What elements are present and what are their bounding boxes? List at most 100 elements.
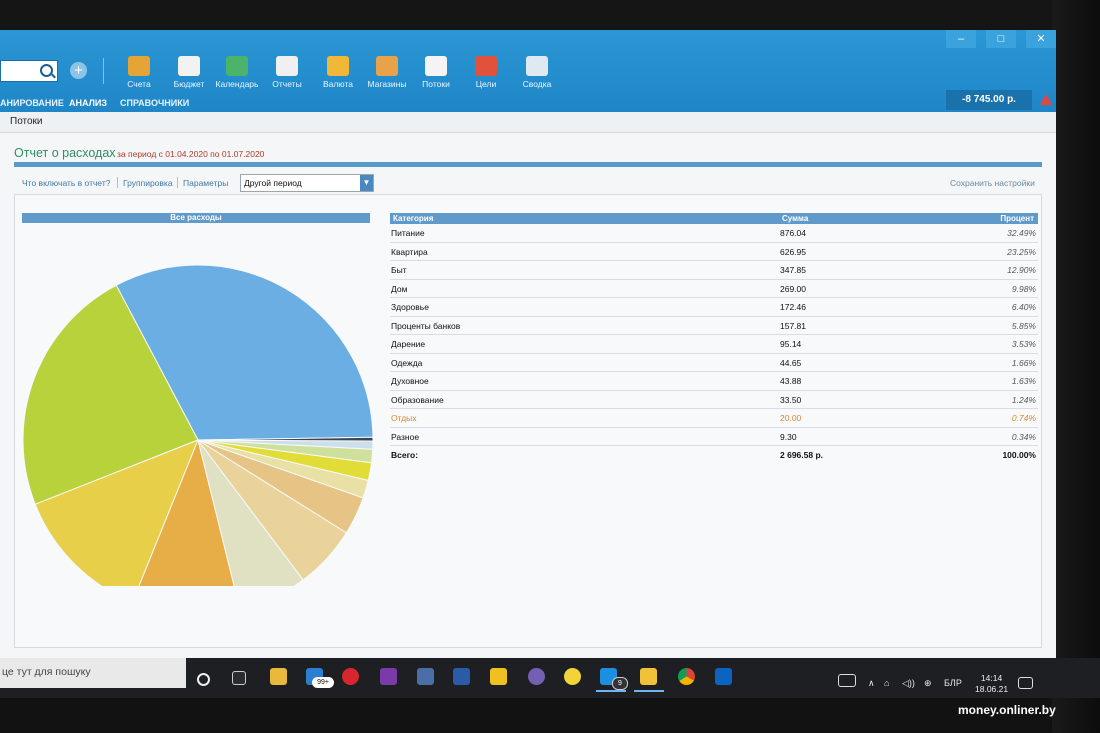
row-percent: 1.63% (1011, 376, 1036, 386)
table-row[interactable]: Здоровье 172.46 6.40% (390, 298, 1038, 317)
subtab-flows[interactable]: Потоки (10, 116, 43, 127)
search-input[interactable] (0, 60, 58, 82)
taskbar-search-placeholder: це тут для пошуку (2, 666, 91, 678)
file-explorer-icon[interactable] (270, 668, 287, 685)
app-header: – □ ✕ + Счета Бюджет Календарь Отчеты Валюта… (0, 30, 1056, 112)
toolbar-button-label: Потоки (422, 79, 450, 89)
toolbar-button[interactable]: Календарь (210, 56, 264, 89)
menu-planning[interactable]: АНИРОВАНИЕ (0, 98, 64, 108)
chrome-icon[interactable] (678, 668, 695, 685)
summary-icon (526, 56, 548, 76)
save-app-icon[interactable] (417, 668, 434, 685)
onec-icon[interactable] (564, 668, 581, 685)
table-row[interactable]: Проценты банков 157.81 5.85% (390, 317, 1038, 335)
menu-analysis[interactable]: АНАЛИЗ (69, 98, 108, 108)
table-row[interactable]: Духовное 43.88 1.63% (390, 372, 1038, 391)
chevron-down-icon[interactable]: ▼ (360, 175, 373, 191)
row-percent: 6.40% (1011, 302, 1036, 312)
network-icon[interactable]: ⌂ (884, 678, 890, 688)
add-button[interactable]: + (70, 62, 87, 79)
notifications-icon[interactable] (1018, 677, 1033, 689)
toolbar-button[interactable]: Валюта (311, 56, 365, 89)
cortana-icon[interactable] (197, 673, 210, 686)
row-percent: 9.98% (1011, 283, 1036, 294)
period-select[interactable]: Другой период ▼ (240, 174, 374, 192)
shop-icon (376, 56, 398, 76)
monitor-bezel-top (0, 0, 1100, 30)
finance-app-icon[interactable] (640, 668, 657, 685)
word-icon[interactable] (453, 668, 470, 685)
row-sum: 876.04 (780, 228, 806, 238)
report-period: за период с 01.04.2020 по 01.07.2020 (117, 149, 265, 159)
language-indicator[interactable]: БЛР (944, 678, 962, 688)
pie-slice[interactable] (132, 438, 240, 586)
toolbar-button-label: Цели (475, 79, 497, 89)
table-row[interactable]: Быт 347.85 12.90% (390, 261, 1038, 280)
table-row[interactable]: Дарение 95.14 3.53% (390, 335, 1038, 354)
options-separator (177, 177, 178, 188)
table-row[interactable]: Образование 33.50 1.24% (390, 391, 1038, 409)
row-category: Здоровье (391, 302, 429, 312)
row-percent: 0.34% (1011, 431, 1036, 442)
table-row[interactable]: Одежда 44.65 1.66% (390, 354, 1038, 372)
clock-time: 14:14 (980, 673, 1003, 683)
row-percent: 1.24% (1011, 394, 1036, 405)
onenote-icon[interactable] (380, 668, 397, 685)
total-percent: 100.00% (1002, 450, 1036, 460)
table-row[interactable]: Дом 269.00 9.98% (390, 280, 1038, 298)
volume-icon[interactable]: ◁)) (902, 678, 915, 688)
row-sum: 43.88 (780, 376, 802, 386)
toolbar-button-label: Счета (127, 79, 151, 89)
header-percent[interactable]: Процент (1000, 214, 1034, 223)
save-settings-link[interactable]: Сохранить настройки (950, 178, 1035, 188)
header-sum[interactable]: Сумма (782, 214, 809, 223)
pie-slice[interactable] (115, 264, 374, 441)
globe-icon[interactable]: ⊕ (924, 678, 932, 688)
toolbar-button[interactable]: Потоки (409, 56, 463, 89)
table-row[interactable]: Питание 876.04 32.49% (390, 224, 1038, 243)
header-category[interactable]: Категория (393, 214, 434, 223)
chevron-up-icon[interactable]: ∧ (868, 678, 875, 688)
sticky-notes-icon[interactable] (490, 668, 507, 685)
close-button[interactable]: ✕ (1026, 30, 1056, 48)
minimize-button[interactable]: – (946, 30, 976, 48)
toolbar-button[interactable]: Бюджет (162, 56, 216, 89)
grouping-link[interactable]: Группировка (123, 178, 173, 188)
table-row[interactable]: Квартира 626.95 23.25% (390, 243, 1038, 261)
row-category: Одежда (391, 357, 423, 368)
pie-slice[interactable] (34, 439, 199, 586)
task-view-icon[interactable] (232, 671, 246, 685)
opera-icon[interactable] (342, 668, 359, 685)
table-row[interactable]: Разное 9.30 0.34% (390, 428, 1038, 446)
calendar-icon (226, 56, 248, 76)
toolbar-button[interactable]: Отчеты (260, 56, 314, 89)
total-sum: 2 696.58 р. (780, 450, 824, 460)
clock[interactable]: 14:14 18.06.21 (975, 673, 1008, 695)
toolbar-button-label: Отчеты (272, 79, 302, 89)
toolbar-button[interactable]: Магазины (360, 56, 414, 89)
keyboard-icon[interactable] (838, 674, 856, 687)
parameters-link[interactable]: Параметры (183, 178, 229, 188)
pie-slice[interactable] (22, 284, 199, 505)
row-category: Духовное (391, 376, 429, 386)
search-icon[interactable] (40, 64, 53, 77)
viber-icon[interactable] (528, 668, 545, 685)
active-app-indicator (634, 690, 664, 692)
balance-display[interactable]: -8 745.00 р. (946, 90, 1032, 110)
row-sum: 20.00 (780, 413, 802, 423)
warning-icon[interactable] (1040, 94, 1052, 105)
pie-slice[interactable] (197, 436, 374, 442)
include-options-link[interactable]: Что включать в отчет? (22, 178, 111, 188)
table-row[interactable]: Отдых 20.00 0.74% (390, 409, 1038, 428)
outlook-icon[interactable] (715, 668, 732, 685)
maximize-button[interactable]: □ (986, 30, 1016, 48)
toolbar-button-label: Календарь (215, 79, 259, 89)
row-percent: 3.53% (1011, 339, 1036, 349)
taskbar-search-input[interactable]: це тут для пошуку (0, 658, 186, 688)
toolbar-button-label: Бюджет (173, 79, 205, 89)
menu-reference[interactable]: СПРАВОЧНИКИ (120, 98, 190, 108)
toolbar-button[interactable]: Цели (459, 56, 513, 89)
toolbar-button[interactable]: Счета (112, 56, 166, 89)
toolbar-button[interactable]: Сводка (510, 56, 564, 89)
toolbar-button-label: Валюта (322, 79, 354, 89)
